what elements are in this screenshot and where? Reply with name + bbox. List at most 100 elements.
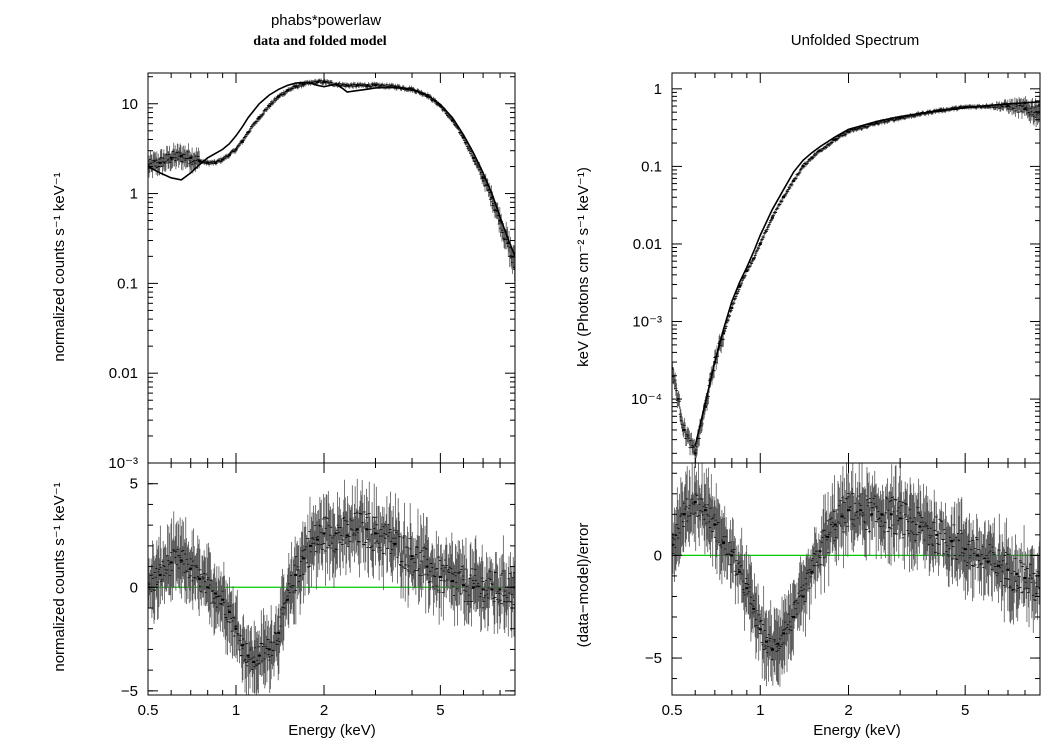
data-point <box>859 509 863 512</box>
data-point <box>745 269 749 272</box>
data-point <box>752 257 756 260</box>
data-error-bars <box>672 463 1040 687</box>
data-point <box>1038 587 1040 590</box>
data-point <box>792 179 796 182</box>
data-point <box>738 285 742 288</box>
data-point <box>206 161 210 164</box>
data-point <box>490 196 494 199</box>
data-point <box>1023 577 1027 579</box>
data-point <box>875 122 879 125</box>
data-point <box>240 644 244 647</box>
data-point <box>818 149 822 152</box>
right-bottom-ylabel: (data−model)/error <box>575 523 592 648</box>
data-point <box>438 104 442 107</box>
x-axis: 0.5 1 2 5 <box>662 463 1041 719</box>
plot-frame <box>147 462 516 696</box>
data-point <box>472 156 476 159</box>
data-point <box>986 560 990 563</box>
data-point <box>221 598 225 601</box>
data-point <box>703 509 707 512</box>
y-tick-label: 0 <box>130 579 138 596</box>
data-point <box>513 266 515 269</box>
model-curve <box>148 81 515 257</box>
left-chart-subtitle: data and folded model <box>253 34 387 49</box>
data-point <box>490 588 494 591</box>
data-point <box>498 219 502 222</box>
y-tick-label: 10 <box>121 96 138 113</box>
data-point <box>246 131 250 134</box>
data-point <box>438 575 442 578</box>
data-point <box>213 161 217 164</box>
data-point <box>693 501 697 503</box>
data-point <box>880 513 884 516</box>
left-spectrum-panel: 10⁻³ 0.01 0.1 1 10 <box>108 72 516 472</box>
x-tick-label: 5 <box>961 702 969 719</box>
x-tick-label: 1 <box>756 702 764 719</box>
data-point <box>1015 572 1019 575</box>
data-point <box>745 587 749 590</box>
data-point <box>451 119 454 122</box>
data-point <box>758 628 762 631</box>
data-point <box>782 196 785 199</box>
data-point <box>198 578 201 580</box>
data-point <box>189 156 193 159</box>
y-tick-label: 10⁻⁴ <box>631 391 662 408</box>
data-point <box>169 561 173 564</box>
data-point <box>918 525 922 528</box>
y-tick-label: −5 <box>645 650 662 667</box>
data-point <box>682 429 686 431</box>
data-point <box>221 158 225 161</box>
right-chart-title: Unfolded Spectrum <box>791 32 919 49</box>
data-point <box>672 544 674 547</box>
data-point <box>267 104 271 107</box>
data-point <box>782 632 785 635</box>
y-tick-label: 0.01 <box>633 236 662 253</box>
data-point <box>801 595 805 598</box>
data-point <box>898 117 902 120</box>
data-point <box>252 660 256 663</box>
data-point <box>738 570 742 573</box>
data-point <box>870 513 874 516</box>
data-point <box>179 155 183 158</box>
data-point <box>810 156 814 159</box>
data-point <box>277 631 281 634</box>
data-point <box>410 555 414 558</box>
x-tick-label: 0.5 <box>138 702 159 719</box>
data-point <box>889 513 893 516</box>
data-point <box>963 548 967 551</box>
data-point <box>309 544 313 547</box>
data-point <box>451 580 454 583</box>
data-point <box>257 116 261 119</box>
data-point <box>713 523 717 526</box>
data-point <box>770 216 774 219</box>
y-tick-label: 1 <box>654 81 662 98</box>
data-point <box>240 140 244 143</box>
y-axis: 10⁻⁴ 10⁻³ 0.01 0.1 1 <box>631 81 1040 454</box>
data-point <box>365 528 369 531</box>
y-tick-label: 5 <box>130 476 138 493</box>
data-point <box>833 138 837 141</box>
plot-area <box>148 478 515 695</box>
y-tick-label: 0.1 <box>117 275 138 292</box>
data-point <box>257 654 261 657</box>
data-point <box>730 554 734 557</box>
data-point <box>286 598 289 601</box>
y-axis: −5 0 <box>645 472 1040 680</box>
data-point <box>355 528 359 531</box>
data-error-bars <box>148 478 515 695</box>
data-point <box>776 642 780 645</box>
data-point <box>316 80 319 83</box>
data-point <box>997 564 1001 567</box>
x-axis <box>671 73 1041 463</box>
data-point <box>228 611 231 614</box>
data-point <box>234 627 238 630</box>
x-tick-label: 5 <box>436 702 444 719</box>
data-point <box>462 584 465 587</box>
data-point <box>365 84 369 87</box>
data-point <box>316 538 319 541</box>
data-point <box>935 533 939 536</box>
left-top-ylabel: normalized counts s⁻¹ keV⁻¹ <box>51 172 68 361</box>
data-point <box>847 130 850 133</box>
data-point <box>833 523 837 526</box>
data-point <box>975 554 979 557</box>
